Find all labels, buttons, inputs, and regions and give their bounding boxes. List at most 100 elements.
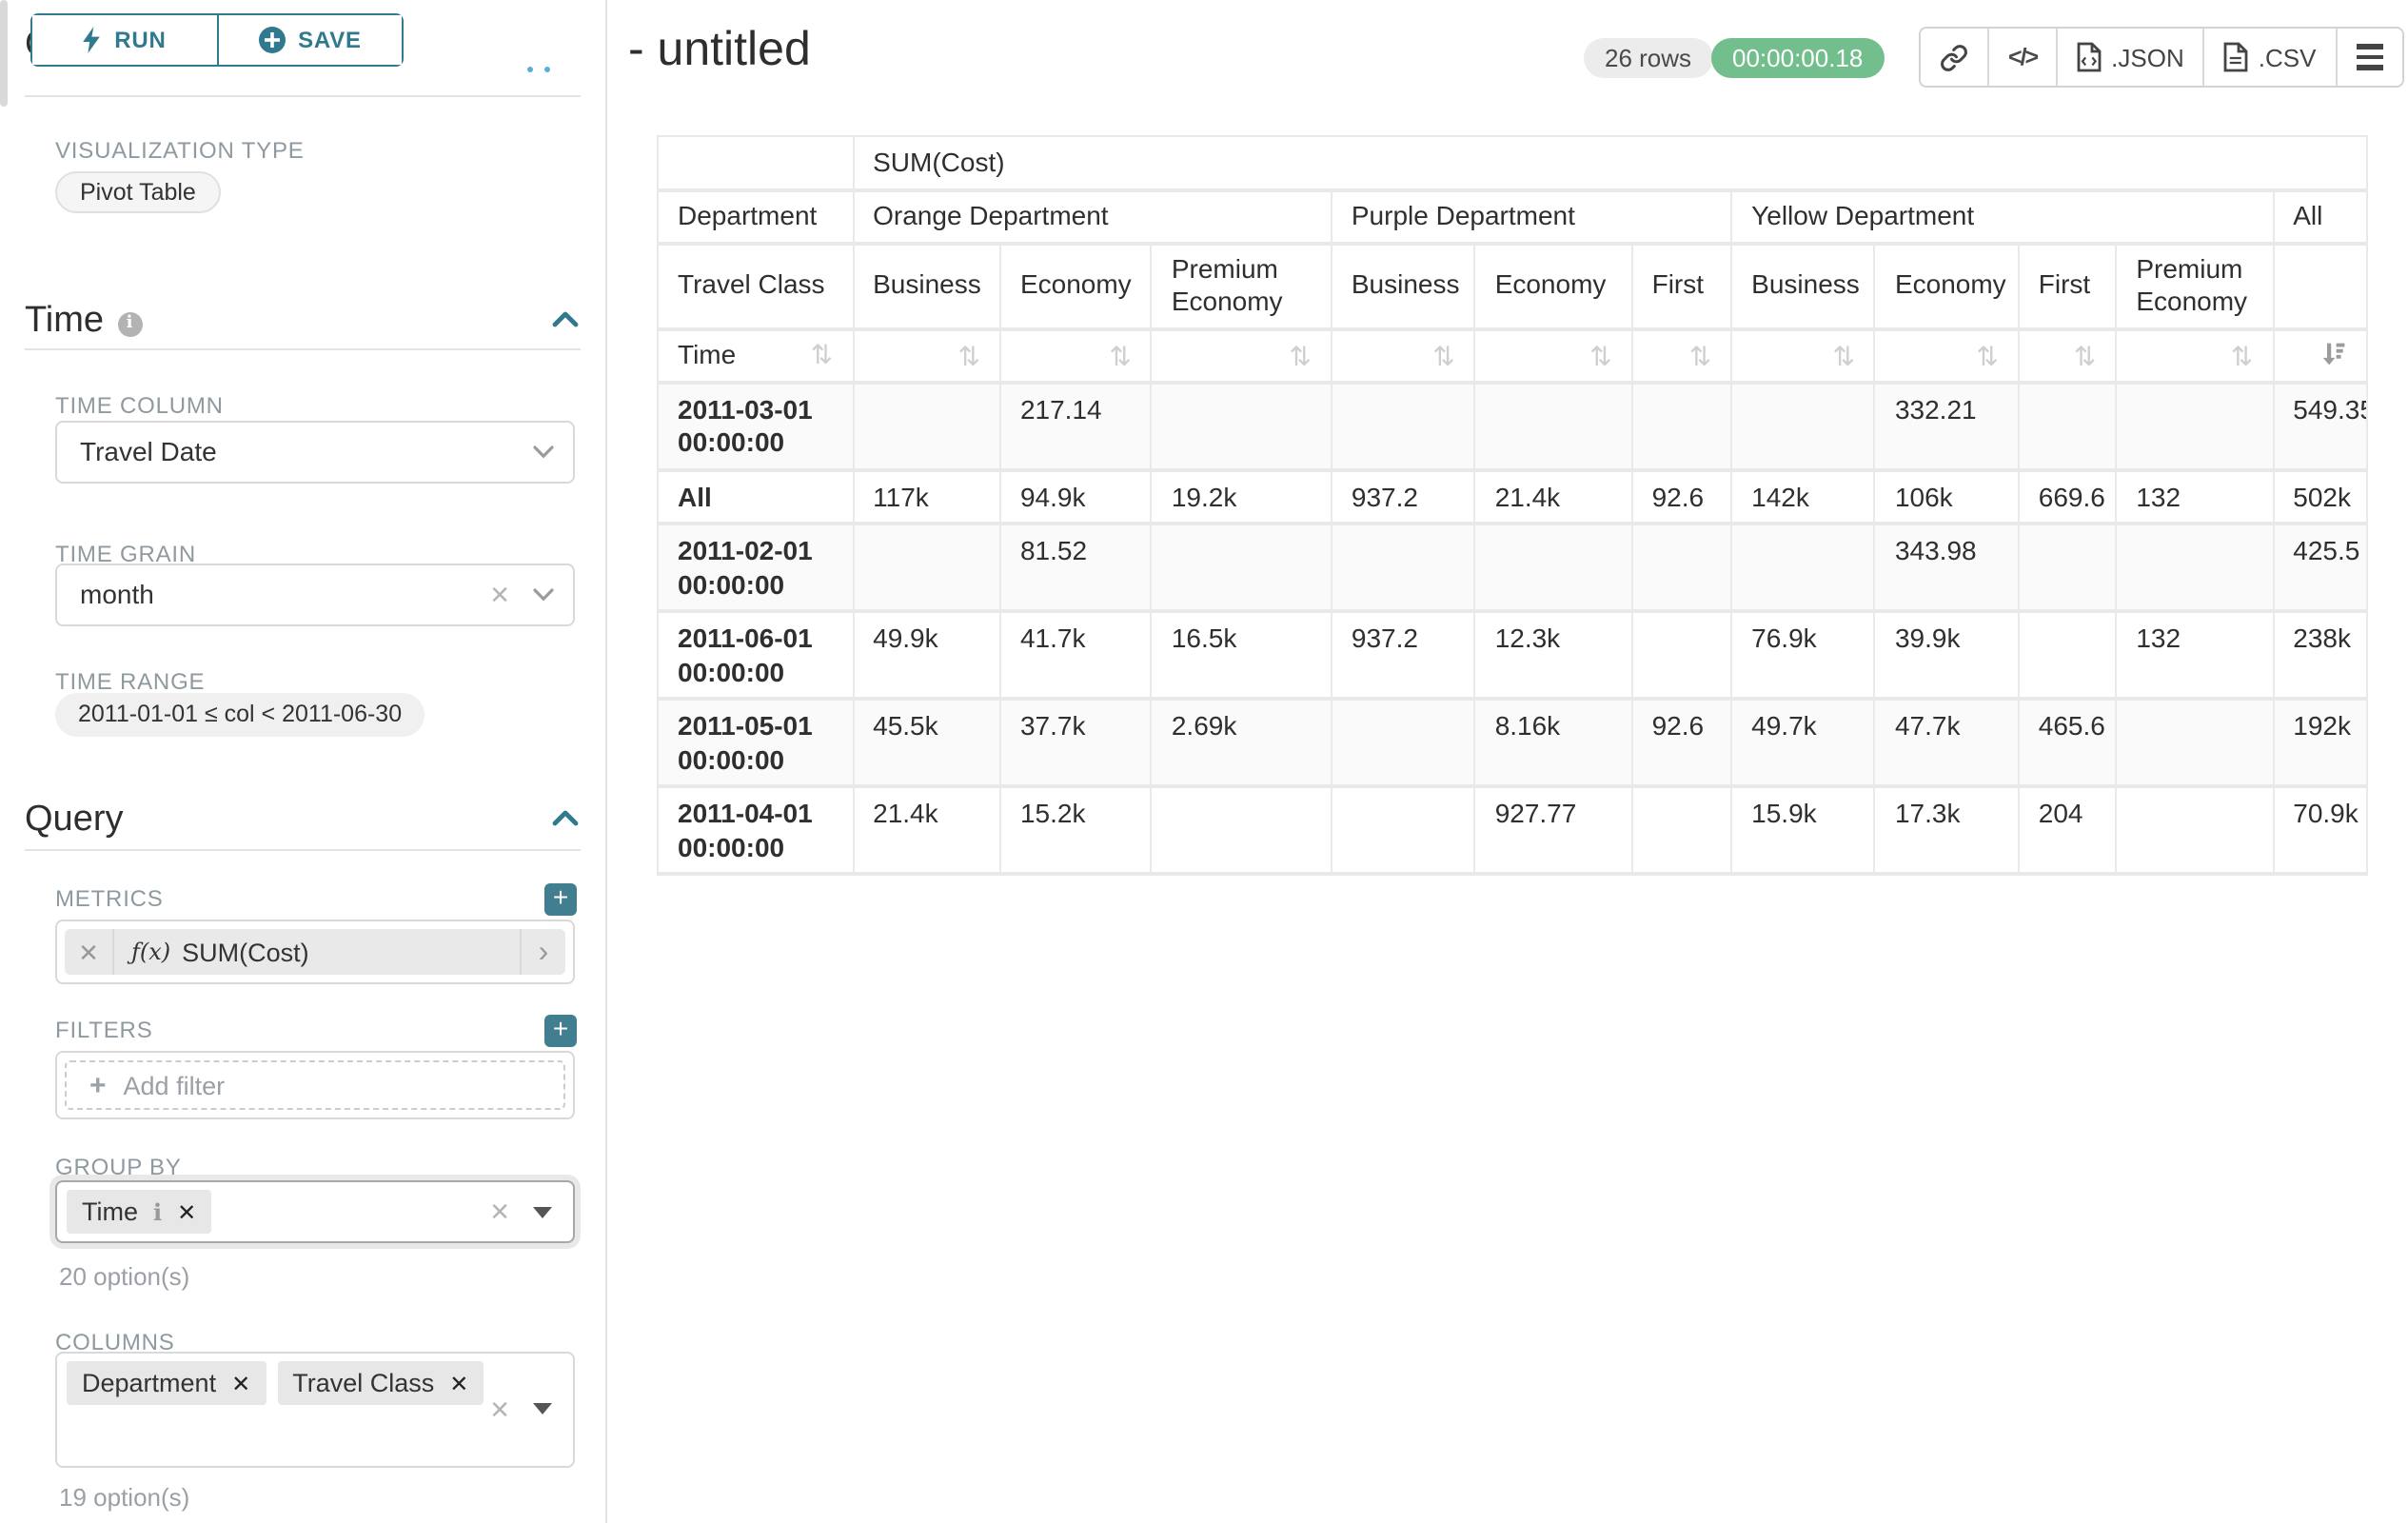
chevron-up-icon[interactable]	[552, 310, 579, 327]
pivot-value-cell: 92.6	[1631, 699, 1733, 788]
caret-down-icon	[533, 1403, 552, 1414]
time-column-select[interactable]: Travel Date	[55, 421, 575, 484]
pivot-colgroup-row: Department Orange Department Purple Depart…	[658, 189, 2369, 245]
pivot-time-label: Time ⇅	[658, 328, 855, 384]
sort-icon[interactable]: ⇅	[1432, 341, 1455, 371]
pivot-value-cell: 549.35	[2273, 382, 2369, 471]
pivot-row-label: All	[658, 469, 855, 525]
pivot-col-group-header: Yellow Department	[1731, 189, 2275, 245]
export-json-button[interactable]: .JSON	[2056, 29, 2203, 86]
pivot-value-cell: 669.6	[2018, 469, 2118, 525]
sort-icon[interactable]: ⇅	[1109, 341, 1132, 371]
run-save-button-group: RUN SAVE	[30, 13, 404, 67]
pivot-value-cell	[1151, 524, 1332, 613]
link-icon	[1941, 44, 1967, 70]
share-link-button[interactable]	[1921, 29, 1987, 86]
group-by-select[interactable]: Time i ✕ ✕	[55, 1180, 575, 1243]
pivot-value-cell: 81.52	[999, 524, 1153, 613]
chevron-up-icon[interactable]	[552, 809, 579, 826]
sort-icon[interactable]: ⇅	[1976, 341, 1999, 371]
pivot-value-cell	[2018, 382, 2118, 471]
pivot-col-header: Business	[853, 243, 1001, 330]
query-section-heading: Query	[25, 800, 124, 840]
pivot-sort-cell: ⇅	[2116, 328, 2275, 384]
pivot-row-label: 2011-04-01 00:00:00	[658, 786, 855, 876]
clear-icon[interactable]: ✕	[489, 1395, 510, 1424]
info-icon[interactable]: i	[117, 312, 143, 337]
chart-actions-toolbar: </> .JSON .CSV	[1919, 27, 2404, 88]
remove-chip-icon[interactable]: ✕	[231, 1370, 251, 1396]
metric-chip[interactable]: ✕ ƒ(x) SUM(Cost) ›	[65, 929, 565, 975]
control-panel: Chart Type RUN SAVE VISUALIZATION TYPE P…	[0, 0, 607, 1523]
sort-icon[interactable]: ⇅	[1688, 341, 1712, 371]
time-grain-select[interactable]: month ✕	[55, 564, 575, 626]
add-metric-button[interactable]: +	[544, 882, 577, 916]
remove-metric-icon[interactable]: ✕	[65, 929, 114, 975]
pivot-col-header: Business	[1731, 243, 1876, 330]
pivot-col-header: Economy	[1474, 243, 1633, 330]
pivot-value-cell	[1151, 382, 1332, 471]
run-button[interactable]: RUN	[32, 15, 216, 65]
pivot-value-cell: 343.98	[1874, 524, 2020, 613]
columns-select[interactable]: Department ✕ Travel Class ✕ ✕	[55, 1352, 575, 1468]
pivot-value-cell: 94.9k	[999, 469, 1153, 525]
pivot-value-cell: 47.7k	[1874, 699, 2020, 788]
pivot-value-cell	[1631, 382, 1733, 471]
group-by-chip-time[interactable]: Time i ✕	[67, 1190, 212, 1234]
remove-chip-icon[interactable]: ✕	[177, 1198, 197, 1225]
remove-chip-icon[interactable]: ✕	[449, 1370, 469, 1396]
pivot-row-label: 2011-05-01 00:00:00	[658, 699, 855, 788]
pivot-colheader-row: Travel Class Business Economy Premium Econo…	[658, 243, 2369, 330]
pivot-value-cell: 92.6	[1631, 469, 1733, 525]
export-csv-button[interactable]: .CSV	[2202, 29, 2336, 86]
pivot-value-cell: 76.9k	[1731, 611, 1876, 701]
chart-title[interactable]: - untitled	[628, 23, 811, 76]
sort-icon[interactable]: ⇅	[957, 341, 980, 371]
pivot-value-cell	[853, 382, 1001, 471]
view-query-button[interactable]: </>	[1987, 29, 2056, 86]
pivot-value-cell: 502k	[2273, 469, 2369, 525]
sort-icon[interactable]: ⇅	[1832, 341, 1855, 371]
sort-icon[interactable]: ⇅	[1589, 341, 1612, 371]
more-options-button[interactable]	[2335, 29, 2401, 86]
pivot-sort-cell: ⇅	[2018, 328, 2118, 384]
columns-chip-department[interactable]: Department ✕	[67, 1361, 266, 1405]
pivot-value-cell: 45.5k	[853, 699, 1001, 788]
pivot-value-cell: 332.21	[1874, 382, 2020, 471]
pivot-data-row: All 117k 94.9k 19.2k 937.2 21.4k 92.6 142k 106k 6…	[658, 469, 2369, 525]
metrics-select: ✕ ƒ(x) SUM(Cost) ›	[55, 920, 575, 984]
clear-icon[interactable]: ✕	[489, 1197, 510, 1226]
pivot-data-row: 2011-06-01 00:00:00 49.9k 41.7k 16.5k 937.2 1…	[658, 611, 2369, 701]
clear-icon[interactable]: ✕	[489, 581, 510, 609]
sort-icon[interactable]: ⇅	[1289, 341, 1312, 371]
pivot-metric-row: SUM(Cost)	[658, 136, 2369, 191]
panel-resize-dot[interactable]	[527, 67, 533, 72]
sidebar-scrollbar[interactable]	[0, 0, 8, 107]
chevron-right-icon[interactable]: ›	[520, 929, 565, 975]
sort-icon[interactable]: ⇅	[2073, 341, 2097, 371]
time-range-pill[interactable]: 2011-01-01 ≤ col < 2011-06-30	[55, 693, 425, 737]
add-filter-plus-button[interactable]: +	[544, 1014, 577, 1047]
time-grain-label: TIME GRAIN	[55, 541, 197, 567]
add-filter-button[interactable]: + Add filter	[65, 1060, 565, 1110]
pivot-value-cell: 425.5	[2273, 524, 2369, 613]
function-icon: ƒ(x)	[131, 939, 171, 965]
pivot-value-cell	[1631, 786, 1733, 876]
chevron-down-icon	[533, 445, 554, 459]
metrics-label: METRICS	[55, 885, 164, 912]
pivot-value-cell: 8.16k	[1474, 699, 1633, 788]
columns-chip-travel-class[interactable]: Travel Class ✕	[277, 1361, 484, 1405]
sort-desc-icon[interactable]	[2320, 340, 2347, 366]
sort-icon[interactable]: ⇅	[810, 338, 834, 369]
pivot-value-cell	[1474, 382, 1633, 471]
json-file-icon	[2077, 42, 2102, 72]
visualization-type-pill[interactable]: Pivot Table	[55, 171, 221, 213]
add-filter-label: Add filter	[123, 1071, 226, 1099]
sort-icon[interactable]: ⇅	[2230, 341, 2254, 371]
panel-resize-dot[interactable]	[544, 67, 550, 72]
pivot-value-cell	[1151, 786, 1332, 876]
pivot-row-label: 2011-02-01 00:00:00	[658, 524, 855, 613]
columns-label: COLUMNS	[55, 1329, 175, 1355]
save-button[interactable]: SAVE	[216, 15, 402, 65]
